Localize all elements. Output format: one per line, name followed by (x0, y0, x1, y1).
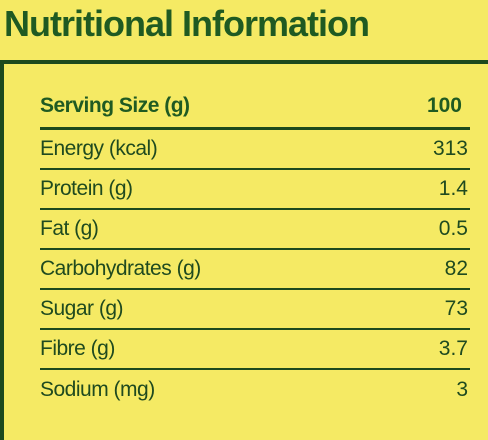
table-row: Sugar (g) 73 (40, 290, 470, 330)
sodium-label: Sodium (mg) (40, 378, 155, 401)
table-row: Energy (kcal) 313 (40, 130, 470, 170)
table-row: Fat (g) 0.5 (40, 210, 470, 250)
carbohydrates-label: Carbohydrates (g) (40, 257, 201, 280)
page-title: Nutritional Information (4, 3, 370, 44)
table-row: Protein (g) 1.4 (40, 170, 470, 210)
nutrition-table: Serving Size (g) 100 Energy (kcal) 313 P… (40, 84, 470, 410)
serving-size-label: Serving Size (g) (40, 93, 190, 117)
energy-label: Energy (kcal) (40, 137, 158, 160)
protein-label: Protein (g) (40, 177, 133, 200)
fibre-label: Fibre (g) (40, 337, 115, 360)
fat-value: 0.5 (438, 217, 468, 240)
protein-value: 1.4 (438, 177, 468, 200)
serving-size-value: 100 (426, 93, 462, 117)
serving-size-row: Serving Size (g) 100 (40, 84, 470, 130)
sugar-label: Sugar (g) (40, 297, 124, 320)
energy-value: 313 (432, 137, 468, 160)
sugar-value: 73 (444, 297, 468, 320)
sodium-value: 3 (456, 378, 468, 401)
table-row: Carbohydrates (g) 82 (40, 250, 470, 290)
fibre-value: 3.7 (438, 337, 468, 360)
fat-label: Fat (g) (40, 217, 99, 240)
carbohydrates-value: 82 (444, 257, 468, 280)
table-row: Sodium (mg) 3 (40, 370, 470, 410)
nutrition-panel: Serving Size (g) 100 Energy (kcal) 313 P… (0, 60, 488, 440)
table-row: Fibre (g) 3.7 (40, 330, 470, 370)
